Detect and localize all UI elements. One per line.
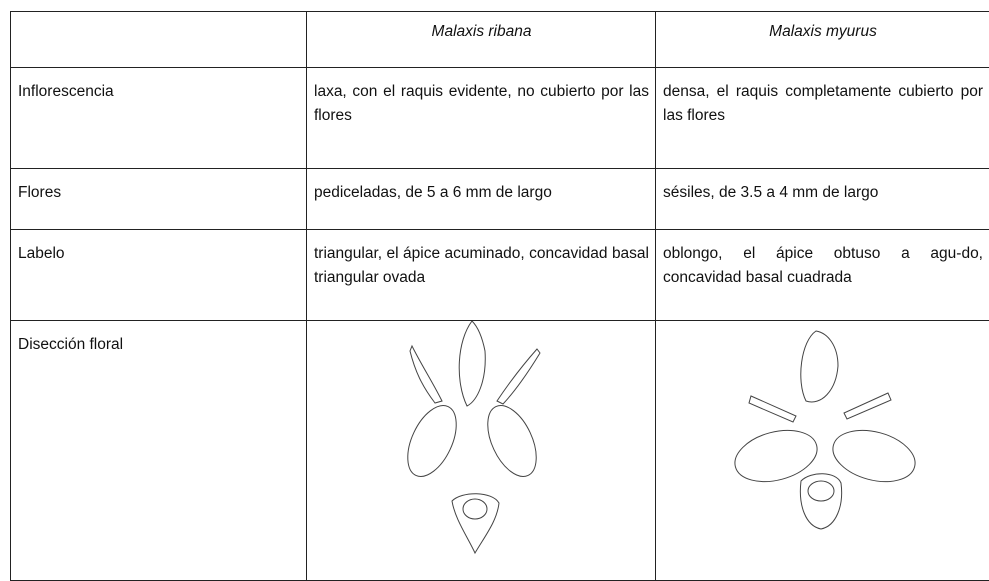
row: Disección floral bbox=[11, 321, 989, 581]
corner-cell bbox=[11, 12, 307, 68]
cell: oblongo, el ápice obtuso a agu-do, conca… bbox=[656, 230, 989, 321]
row: Labelo triangular, el ápice acuminado, c… bbox=[11, 230, 989, 321]
column-header: Malaxis myurus bbox=[656, 12, 989, 68]
header-row: Malaxis ribana Malaxis myurus bbox=[11, 12, 989, 68]
column-header: Malaxis ribana bbox=[307, 12, 656, 68]
row-label: Disección floral bbox=[11, 321, 307, 581]
cell: pediceladas, de 5 a 6 mm de largo bbox=[307, 169, 656, 230]
row: Flores pediceladas, de 5 a 6 mm de largo… bbox=[11, 169, 989, 230]
cell: densa, el raquis completamente cubierto … bbox=[656, 68, 989, 169]
comparison-table: Malaxis ribana Malaxis myurus Infloresce… bbox=[10, 11, 989, 581]
image-cell bbox=[307, 321, 656, 581]
row-label: Flores bbox=[11, 169, 307, 230]
row-label: Labelo bbox=[11, 230, 307, 321]
floral-dissection-ribana bbox=[307, 321, 656, 571]
row-label: Inflorescencia bbox=[11, 68, 307, 169]
image-cell bbox=[656, 321, 989, 581]
cell: laxa, con el raquis evidente, no cubiert… bbox=[307, 68, 656, 169]
floral-dissection-myurus bbox=[656, 321, 989, 571]
cell: sésiles, de 3.5 a 4 mm de largo bbox=[656, 169, 989, 230]
cell: triangular, el ápice acuminado, concavid… bbox=[307, 230, 656, 321]
row: Inflorescencia laxa, con el raquis evide… bbox=[11, 68, 989, 169]
